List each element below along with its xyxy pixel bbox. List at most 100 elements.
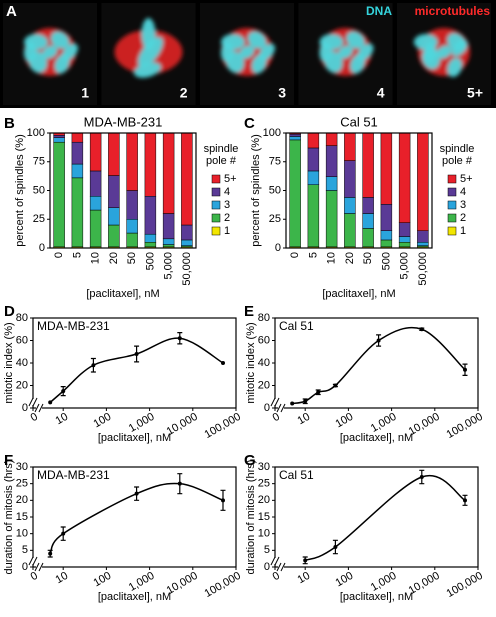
legend-label: 1: [224, 225, 230, 237]
x-tick-label: 5,000: [399, 252, 411, 280]
channel-label: DNA: [366, 4, 392, 18]
bar-segment: [181, 224, 193, 241]
bar-segment: [126, 132, 138, 191]
axis-break: [280, 403, 286, 413]
y-tick-label: 75: [269, 156, 281, 168]
x-tick-label: 10: [296, 570, 313, 587]
axis-break: [276, 562, 282, 572]
condition-label: 4: [377, 85, 385, 101]
plot-frame: [285, 132, 433, 249]
legend-title-box: spindle pole #: [440, 143, 475, 167]
y-tick-label: 15: [258, 511, 270, 523]
axis-break-gap: [278, 564, 284, 570]
x-tick-label: 0: [271, 570, 282, 583]
bar-segment: [398, 132, 411, 223]
panel-letter: A: [6, 3, 17, 20]
axis-break: [28, 397, 34, 407]
legend-label: 5+: [460, 173, 473, 185]
legend-title: spindle pole #: [203, 143, 239, 167]
x-tick-label: 10: [90, 252, 102, 264]
bar-segment: [144, 242, 157, 248]
bar-segment: [53, 137, 65, 143]
x-tick-label: 50,000: [181, 252, 193, 286]
bar-segment: [89, 209, 102, 248]
bar-segment: [162, 213, 175, 240]
bar-segment: [344, 160, 356, 198]
x-tick-label: 10: [54, 570, 71, 587]
bar-segment: [362, 213, 374, 229]
channel-label: microtubules: [415, 4, 491, 18]
panel-letter: D: [4, 303, 15, 320]
x-tick-label: 100: [91, 570, 113, 590]
micrograph-signal: [23, 28, 79, 76]
dna-signal: [50, 31, 70, 49]
y-tick-label: 20: [258, 494, 270, 506]
x-tick-label: 100,000: [445, 570, 485, 600]
y-tick-label: 0: [39, 242, 45, 254]
x-tick-label: 5,000: [163, 252, 175, 280]
x-axis-title: [paclitaxel], nM: [322, 288, 395, 300]
bar-segment: [307, 184, 320, 248]
x-tick-label: 100: [333, 411, 355, 431]
bar-segment: [289, 136, 301, 141]
bar-segment: [144, 132, 157, 197]
y-tick-label: 20: [16, 379, 28, 391]
data-point: [333, 383, 338, 388]
axis-break-gap: [36, 405, 42, 411]
dna-signal: [220, 42, 234, 62]
dna-signal: [133, 62, 162, 78]
y-axis-title: mitotic index (%): [3, 322, 15, 403]
legend-swatch: [447, 174, 457, 184]
x-tick-label: 500: [144, 252, 156, 270]
bar-segment: [380, 230, 393, 241]
panel-letter: C: [244, 115, 255, 132]
axis-break-gap: [272, 399, 278, 405]
x-tick-label: 5: [307, 252, 319, 258]
bar-segment: [71, 177, 84, 248]
legend-label: 5+: [224, 173, 237, 185]
dna-signal: [436, 45, 452, 59]
y-tick-label: 20: [258, 379, 270, 391]
y-tick-label: 30: [258, 461, 270, 473]
panel-letter: B: [4, 115, 15, 132]
bar-segment: [289, 133, 301, 137]
bar-segment: [144, 196, 157, 235]
y-tick-label: 50: [269, 184, 281, 196]
x-tick-label: 500: [380, 252, 392, 270]
y-tick-label: 25: [258, 478, 270, 490]
y-tick-label: 25: [269, 213, 281, 225]
legend-label: 3: [224, 199, 230, 211]
x-axis-title: [paclitaxel], nM: [98, 432, 171, 444]
y-tick-label: 5: [22, 544, 28, 556]
y-tick-label: 75: [33, 156, 45, 168]
dna-signal: [42, 45, 58, 59]
data-point: [376, 338, 381, 343]
axis-break-gap: [30, 399, 36, 405]
legend-swatch: [447, 226, 457, 236]
dna-signal: [137, 36, 164, 68]
bar-segment: [344, 132, 356, 161]
x-tick-label: 0: [29, 411, 40, 424]
bar-segment: [71, 163, 84, 179]
dna-signal: [338, 45, 353, 59]
data-point: [91, 363, 96, 368]
bar-segment: [162, 132, 175, 214]
x-tick-label: 50,000: [417, 252, 429, 286]
bar-segment: [417, 230, 429, 243]
y-tick-label: 60: [258, 334, 270, 346]
x-tick-label: 5: [71, 252, 83, 258]
legend-swatch: [211, 226, 221, 236]
legend-swatch: [447, 200, 457, 210]
y-tick-label: 80: [16, 312, 28, 324]
dna-signal: [258, 43, 276, 61]
axis-break: [270, 397, 276, 407]
dna-signal: [346, 31, 365, 49]
bar-segment: [108, 175, 120, 209]
axis-break-gap: [30, 558, 36, 564]
bar-segment: [398, 236, 411, 243]
x-tick-label: 0: [289, 252, 301, 258]
chart-title: MDA-MB-231: [37, 468, 110, 482]
axis-break: [276, 403, 282, 413]
bar-segment: [362, 132, 374, 198]
x-axis-title: [paclitaxel], nM: [86, 288, 159, 300]
